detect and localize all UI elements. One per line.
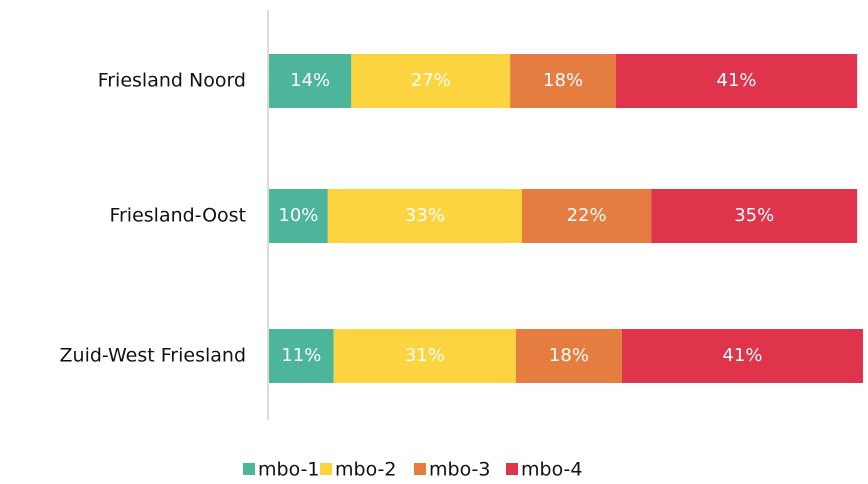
legend-label: mbo-4 — [521, 459, 583, 481]
value-label: 18% — [549, 345, 589, 366]
bar-segment — [516, 329, 622, 383]
legend-label: mbo-2 — [335, 459, 397, 481]
bar-segment — [269, 54, 352, 108]
value-label: 22% — [567, 205, 607, 226]
category-label: Friesland Noord — [98, 70, 246, 92]
value-label: 14% — [290, 70, 330, 91]
bar-segment — [651, 189, 858, 243]
value-label: 31% — [405, 345, 445, 366]
value-label: 10% — [278, 205, 318, 226]
value-label: 41% — [722, 345, 762, 366]
bar-segment — [269, 329, 334, 383]
legend-swatch — [506, 463, 518, 475]
value-label: 11% — [281, 345, 321, 366]
value-label: 27% — [411, 70, 451, 91]
legend-swatch — [414, 463, 426, 475]
bar-segment — [510, 54, 616, 108]
bar-segment — [351, 54, 511, 108]
value-label: 33% — [405, 205, 445, 226]
bar-segment — [269, 189, 328, 243]
category-label: Zuid-West Friesland — [60, 345, 246, 367]
legend-swatch — [320, 463, 332, 475]
bar-segment — [327, 189, 522, 243]
value-label: 41% — [717, 70, 757, 91]
value-label: 18% — [543, 70, 583, 91]
legend-label: mbo-1 — [258, 459, 320, 481]
bar-segment — [621, 329, 863, 383]
legend-swatch — [243, 463, 255, 475]
value-label: 35% — [734, 205, 774, 226]
category-label: Friesland-Oost — [109, 205, 246, 227]
bar-segment — [333, 329, 517, 383]
bar-segment — [615, 54, 858, 108]
bar-segment — [521, 189, 652, 243]
legend-label: mbo-3 — [429, 459, 491, 481]
